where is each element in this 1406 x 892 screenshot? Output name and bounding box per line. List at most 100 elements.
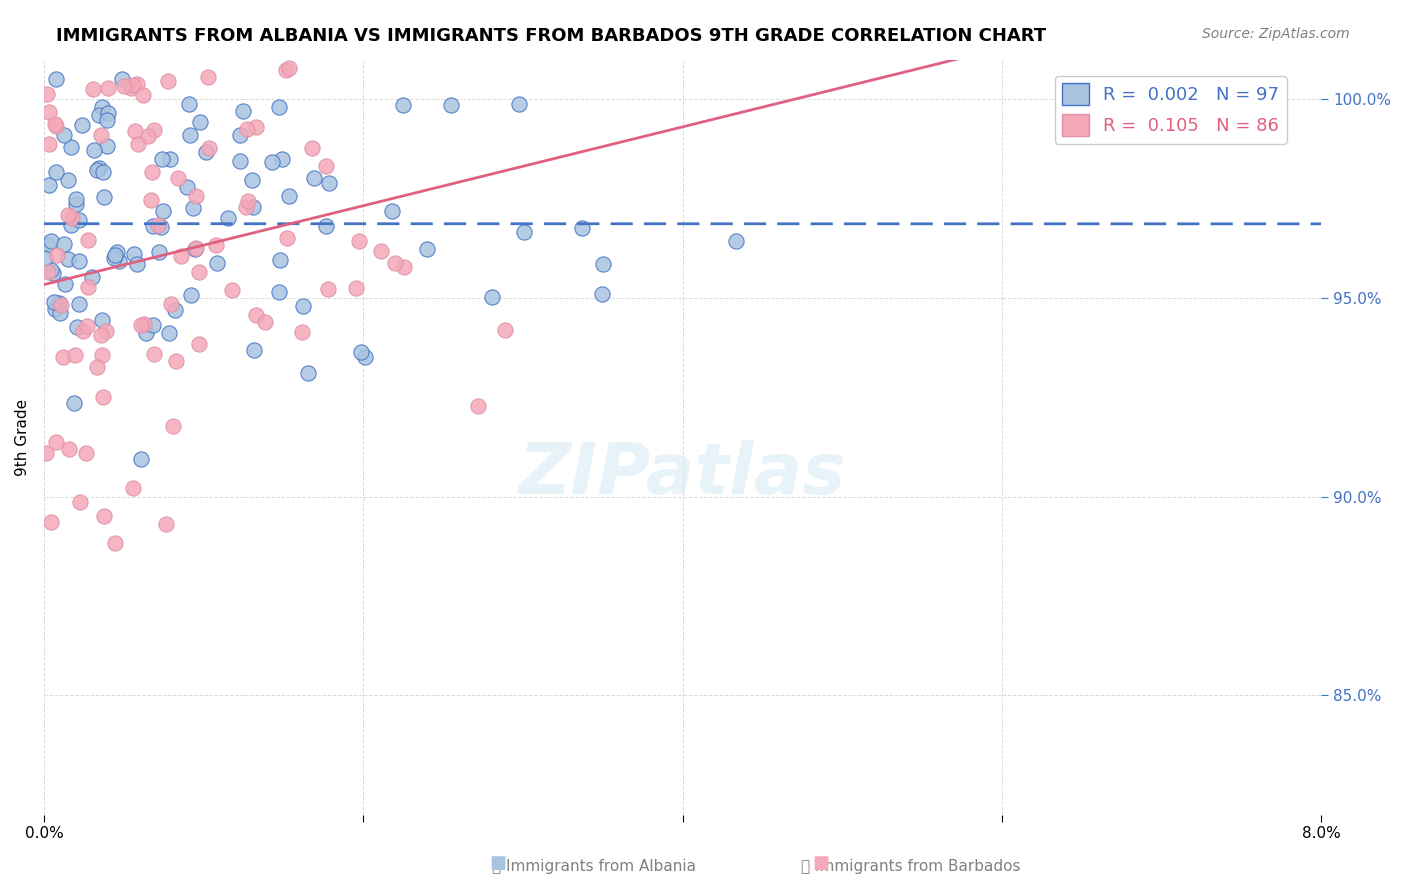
Point (416, 242, 439, 256)
Point (167, 170, 190, 185)
Point (120, 81, 142, 95)
Point (45, 120, 67, 134)
Point (315, 219, 337, 233)
Text: ■: ■ (813, 855, 830, 872)
Point (90, 99, 112, 113)
Text: Source: ZipAtlas.com: Source: ZipAtlas.com (1202, 27, 1350, 41)
Point (52, 350, 75, 364)
Point (41, 234, 63, 248)
Point (170, 249, 193, 263)
Point (51, 298, 73, 312)
Point (194, 145, 217, 160)
Point (162, 418, 184, 433)
Point (91, 390, 114, 404)
Point (508, 96, 530, 111)
Point (67, 297, 90, 311)
Point (136, 128, 159, 143)
Point (93, 190, 115, 204)
Point (724, 234, 747, 248)
Point (278, 189, 301, 203)
Point (467, 399, 489, 413)
Point (108, 254, 131, 268)
Point (90, 128, 112, 143)
Point (63, 348, 86, 362)
Point (35, 446, 58, 460)
Point (187, 264, 209, 278)
Y-axis label: 9th Grade: 9th Grade (15, 399, 30, 475)
Point (240, 173, 263, 187)
Point (271, 152, 294, 166)
Text: ZIPatlas: ZIPatlas (519, 441, 846, 509)
Point (45, 165, 67, 179)
Point (53, 277, 76, 291)
Point (180, 288, 202, 302)
Point (370, 244, 392, 258)
Point (274, 63, 297, 78)
Legend: R =  0.002   N = 97, R =  0.105   N = 86: R = 0.002 N = 97, R = 0.105 N = 86 (1054, 76, 1286, 144)
Point (121, 78, 143, 92)
Point (262, 155, 284, 169)
Point (45, 434, 67, 449)
Point (129, 451, 152, 466)
Point (513, 225, 536, 239)
Point (159, 153, 181, 167)
Point (46, 247, 69, 261)
Point (142, 219, 165, 234)
Point (253, 315, 276, 329)
Point (276, 231, 298, 245)
Text: IMMIGRANTS FROM ALBANIA VS IMMIGRANTS FROM BARBADOS 9TH GRADE CORRELATION CHART: IMMIGRANTS FROM ALBANIA VS IMMIGRANTS FR… (56, 27, 1046, 45)
Point (179, 96, 201, 111)
Point (277, 61, 299, 75)
Point (56, 208, 79, 222)
Point (122, 246, 145, 260)
Point (93, 508, 115, 523)
Point (132, 317, 155, 331)
Point (591, 287, 613, 301)
Point (67, 212, 90, 227)
Point (97, 106, 120, 120)
Point (347, 235, 370, 249)
Point (384, 256, 406, 270)
Point (181, 201, 204, 215)
Point (59, 140, 82, 154)
Point (38, 104, 60, 119)
Point (96, 113, 118, 128)
Point (58, 442, 80, 456)
Point (160, 296, 183, 310)
Point (269, 285, 291, 300)
Point (152, 204, 174, 219)
Point (49, 306, 72, 320)
Point (155, 516, 177, 531)
Point (75, 446, 97, 460)
Point (38, 178, 60, 192)
Point (105, 245, 128, 260)
Point (72, 324, 94, 338)
Point (69, 495, 91, 509)
Point (65, 320, 87, 334)
Point (440, 97, 463, 112)
Point (97, 80, 120, 95)
Point (426, 44, 449, 58)
Point (494, 323, 516, 337)
Point (179, 128, 201, 143)
Point (38, 136, 60, 151)
Point (188, 115, 211, 129)
Point (94, 325, 117, 339)
Point (62, 396, 84, 410)
Point (291, 325, 314, 339)
Point (87, 108, 110, 122)
Point (104, 536, 127, 550)
Point (148, 244, 170, 259)
Point (186, 188, 208, 202)
Point (44, 295, 66, 310)
Point (184, 242, 207, 256)
Point (69, 254, 91, 268)
Point (124, 124, 146, 138)
Point (34, 251, 56, 265)
Point (344, 281, 367, 295)
Point (70, 118, 93, 132)
Point (221, 284, 243, 298)
Point (87, 161, 110, 175)
Point (592, 257, 614, 271)
Point (83, 143, 105, 157)
